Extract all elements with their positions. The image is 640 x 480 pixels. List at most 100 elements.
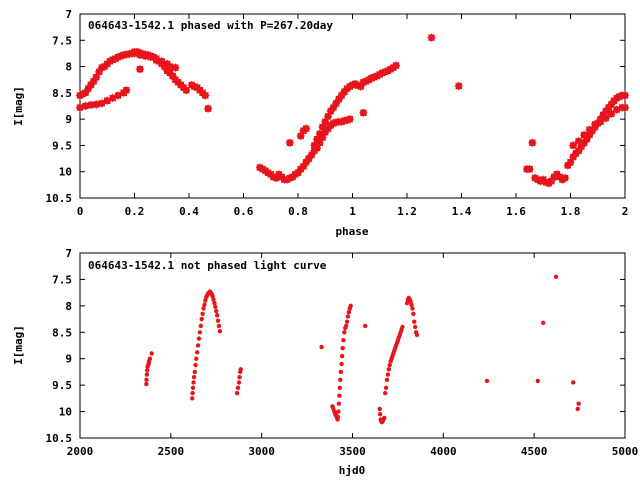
data-point xyxy=(199,316,204,322)
phased-x-ticks: 0 0.2 0.4 0.6 0.8 1 1.2 1.4 1.6 1.8 2 xyxy=(77,14,628,218)
y-tick-label: 10 xyxy=(59,406,72,419)
data-point xyxy=(387,362,392,368)
data-point xyxy=(576,401,581,406)
y-tick-label: 10.5 xyxy=(46,192,73,205)
data-point xyxy=(135,65,144,74)
data-point xyxy=(569,141,578,150)
data-point xyxy=(412,324,418,330)
phased-plot-frame xyxy=(79,13,626,199)
data-point xyxy=(201,91,210,100)
x-tick-label: 2000 xyxy=(67,445,94,458)
x-tick-label: 1.4 xyxy=(452,205,472,218)
data-point xyxy=(383,390,388,396)
data-point xyxy=(302,124,311,133)
phased-y-axis-label: I[mag] xyxy=(12,86,25,126)
data-point xyxy=(571,380,576,385)
data-point xyxy=(212,301,217,306)
x-tick-label: 3500 xyxy=(339,445,366,458)
data-point xyxy=(196,336,202,341)
data-point xyxy=(541,320,546,325)
data-point xyxy=(193,362,198,368)
data-point xyxy=(149,351,154,356)
data-point xyxy=(338,369,344,375)
y-tick-label: 10 xyxy=(59,166,72,179)
data-point xyxy=(596,117,605,126)
data-point xyxy=(235,385,241,390)
data-point xyxy=(484,378,490,384)
x-tick-label: 1.6 xyxy=(506,205,526,218)
data-point xyxy=(195,343,201,348)
x-tick-label: 0.4 xyxy=(179,205,199,218)
unphased-y-axis-label: I[mag] xyxy=(12,325,25,365)
data-point xyxy=(339,361,344,367)
data-point xyxy=(238,367,243,372)
data-point xyxy=(392,61,401,70)
data-point xyxy=(343,323,349,329)
y-tick-label: 7.5 xyxy=(52,34,72,47)
data-point xyxy=(414,332,420,338)
unphased-x-ticks: 2000 2500 3000 3500 4000 4500 5000 xyxy=(67,253,638,458)
phased-data-points xyxy=(76,33,629,188)
data-point xyxy=(377,406,382,412)
data-point xyxy=(145,368,150,373)
data-point xyxy=(621,103,629,112)
data-point xyxy=(191,380,196,385)
data-point xyxy=(621,91,629,100)
data-point xyxy=(345,115,354,124)
phased-chart-title: 064643-1542.1 phased with P=267.20day xyxy=(88,19,333,32)
data-point xyxy=(585,125,594,134)
data-point xyxy=(580,130,589,139)
data-point xyxy=(236,380,242,385)
x-tick-label: 1.2 xyxy=(397,205,417,218)
data-point xyxy=(237,375,242,380)
data-point xyxy=(528,138,537,147)
data-point xyxy=(213,304,218,310)
data-point xyxy=(411,311,416,316)
data-point xyxy=(214,308,219,314)
y-tick-label: 8 xyxy=(65,300,72,313)
data-point xyxy=(215,318,221,323)
data-point xyxy=(190,385,196,390)
data-point xyxy=(191,375,197,380)
data-point xyxy=(285,138,294,147)
x-tick-label: 4000 xyxy=(430,445,457,458)
data-point xyxy=(234,390,240,396)
x-tick-label: 0.6 xyxy=(234,205,254,218)
unphased-chart-title: 064643-1542.1 not phased light curve xyxy=(88,259,327,272)
data-point xyxy=(345,314,351,319)
x-tick-label: 1 xyxy=(349,205,356,218)
data-point xyxy=(410,306,415,311)
phased-x-axis-label: phase xyxy=(335,225,368,238)
data-point xyxy=(192,369,198,375)
data-point xyxy=(382,415,387,421)
data-point xyxy=(217,329,223,334)
x-tick-label: 1.8 xyxy=(561,205,581,218)
data-point xyxy=(310,141,319,150)
data-point xyxy=(190,396,195,401)
data-point xyxy=(144,372,150,377)
data-point xyxy=(122,86,131,95)
y-tick-label: 7 xyxy=(65,8,72,21)
data-point xyxy=(337,393,342,398)
phased-chart: 064643-1542.1 phased with P=267.20day ph… xyxy=(12,8,629,238)
data-point xyxy=(601,114,610,123)
data-point xyxy=(198,323,204,329)
y-tick-label: 8.5 xyxy=(52,87,72,100)
data-point xyxy=(211,297,216,302)
data-point xyxy=(338,377,343,383)
data-point xyxy=(427,33,436,42)
x-tick-label: 2500 xyxy=(158,445,185,458)
y-tick-label: 8.5 xyxy=(52,326,72,339)
y-tick-label: 7 xyxy=(65,247,72,260)
data-point xyxy=(335,414,341,420)
data-point xyxy=(348,303,353,309)
unphased-x-axis-label: hjd0 xyxy=(339,464,366,477)
data-point xyxy=(561,174,570,183)
data-point xyxy=(574,137,583,146)
data-point xyxy=(346,310,352,315)
data-point xyxy=(216,323,222,329)
data-point xyxy=(341,338,346,343)
unphased-data-points xyxy=(144,274,581,425)
data-point xyxy=(201,306,206,311)
